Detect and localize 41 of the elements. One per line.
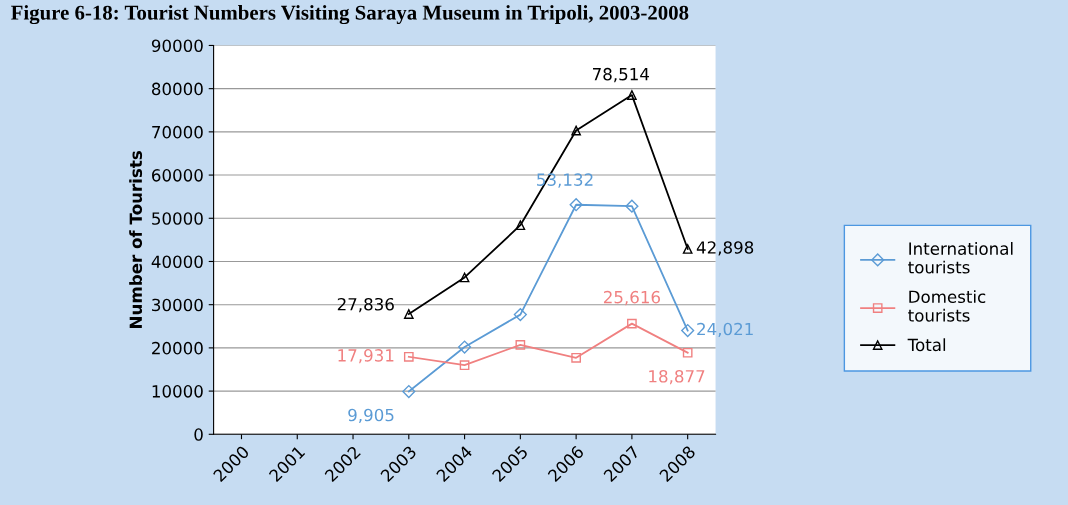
- data-label: 17,931: [338, 349, 394, 364]
- point: [627, 90, 637, 100]
- point: [627, 318, 637, 329]
- point: [569, 198, 583, 212]
- point: [571, 125, 581, 136]
- y-axis-title: Number of Tourists: [129, 151, 143, 328]
- legend-label: International tourists: [908, 242, 1013, 274]
- point: [459, 272, 470, 283]
- data-label: 9,905: [348, 408, 394, 424]
- point: [513, 308, 527, 322]
- chart-title: Figure 6-18: Tourist Numbers Visiting Saraya Museum in Tripoli, 2003-2008: [11, 5, 689, 25]
- point: [459, 360, 470, 371]
- y-tick-label: 30000: [152, 298, 203, 312]
- point: [457, 340, 472, 354]
- point: [515, 340, 526, 350]
- data-label: 18,877: [649, 369, 705, 385]
- y-tick-label: 40000: [151, 255, 203, 269]
- legend-label: Total: [907, 338, 946, 352]
- data-label: 24,021: [697, 322, 753, 338]
- point: [682, 347, 693, 358]
- y-tick-label: 60000: [152, 169, 203, 182]
- point: [515, 220, 526, 231]
- y-tick-label: 10000: [152, 385, 203, 398]
- point: [682, 244, 693, 254]
- data-label: 42,898: [696, 241, 754, 256]
- y-tick-label: 80000: [151, 82, 203, 96]
- point: [571, 352, 581, 363]
- y-tick-label: 20000: [152, 341, 203, 355]
- y-tick-label: 90000: [151, 39, 203, 53]
- y-tick-label: 0: [194, 428, 203, 441]
- point: [403, 351, 414, 362]
- point: [403, 309, 414, 319]
- data-label: 27,836: [337, 297, 394, 313]
- y-tick-label: 70000: [152, 125, 203, 139]
- legend-label: Domestic tourists: [908, 290, 986, 322]
- y-tick-label: 50000: [152, 212, 203, 225]
- point: [402, 384, 416, 399]
- data-label: 25,616: [603, 290, 661, 306]
- data-label: 78,514: [593, 67, 650, 83]
- point: [625, 199, 639, 213]
- point: [681, 323, 695, 338]
